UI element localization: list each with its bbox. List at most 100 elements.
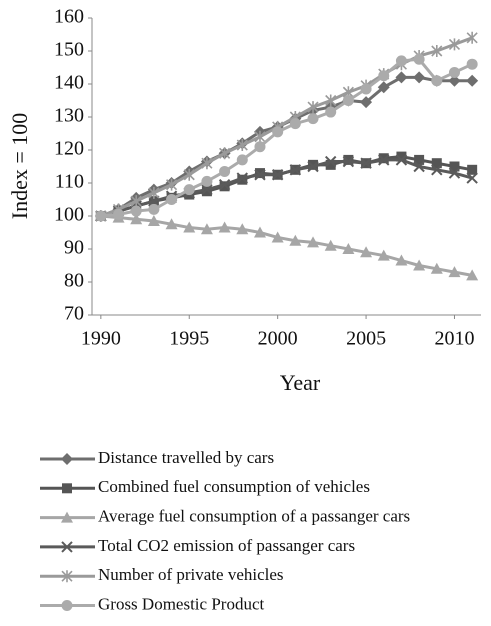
marker [342,243,355,254]
marker [414,154,425,165]
marker [183,168,195,181]
series-line [100,57,473,218]
x-tick-label: 1995 [169,328,209,350]
marker [201,157,213,170]
marker [254,168,265,179]
marker [307,101,319,114]
marker [218,178,231,191]
x-axis-label: Year [280,370,321,395]
marker [289,234,302,246]
marker [378,70,390,82]
x-tick-label: 2005 [346,328,386,350]
marker [95,210,107,222]
marker [467,164,478,175]
legend-label: Gross Domestic Product [98,594,264,613]
marker [236,139,248,152]
marker [236,172,249,184]
marker [360,246,373,258]
marker [413,71,426,84]
marker [448,74,461,87]
y-tick-label: 100 [54,204,84,226]
marker [201,175,213,187]
marker [324,239,337,251]
marker [237,174,248,185]
marker [307,113,319,125]
legend-label: Combined fuel consumption of vehicles [98,477,370,496]
y-tick-label: 110 [55,171,84,193]
marker [271,231,284,243]
marker [201,183,213,196]
legend-label: Total CO2 emission of passanger cars [98,536,355,555]
marker [377,249,390,261]
marker [413,160,425,173]
marker [466,74,479,87]
marker [219,181,230,192]
marker [448,66,460,78]
y-tick-label: 90 [64,237,84,259]
marker [431,75,443,87]
legend-label: Number of private vehicles [98,565,284,584]
y-tick-label: 160 [54,6,84,28]
marker [431,158,442,169]
marker [219,147,231,160]
marker [307,160,319,173]
marker [325,94,337,107]
marker [378,153,389,164]
marker [466,31,478,44]
marker [325,106,337,118]
marker [166,178,178,191]
marker [201,186,212,197]
marker [271,169,284,181]
marker [395,71,408,84]
y-tick-label: 70 [64,303,84,325]
marker [395,154,408,166]
marker [343,154,354,165]
marker [413,53,425,65]
marker [200,223,213,235]
marker [254,169,266,181]
marker [61,511,73,523]
marker [413,259,426,271]
x-tick-label: 2010 [434,328,474,350]
marker [360,96,373,109]
marker [431,164,443,176]
marker [378,154,390,166]
marker [360,83,372,95]
x-tick-label: 1990 [81,328,121,350]
marker [395,55,407,67]
marker [61,453,73,465]
marker [342,155,355,168]
marker [254,130,266,143]
marker [148,195,160,207]
marker [272,126,284,138]
marker [253,226,266,238]
marker [236,154,248,166]
y-tick-label: 130 [54,105,84,127]
marker [61,600,73,611]
x-tick-label: 2000 [258,328,298,350]
marker [377,81,390,94]
y-tick-label: 120 [54,138,84,160]
marker [324,155,337,168]
marker [130,195,142,208]
marker [308,159,319,170]
marker [130,205,142,217]
marker [236,223,249,235]
marker [325,159,336,170]
marker [62,483,72,494]
marker [395,254,408,266]
marker [147,214,160,226]
marker [61,570,73,583]
marker [289,164,302,176]
marker [448,266,461,278]
marker [148,186,160,199]
marker [113,208,125,220]
marker [449,161,460,172]
marker [289,118,301,130]
marker [360,157,372,169]
marker [396,151,407,162]
y-tick-label: 80 [64,270,84,292]
marker [219,165,231,177]
marker [130,213,143,225]
marker [466,172,478,184]
